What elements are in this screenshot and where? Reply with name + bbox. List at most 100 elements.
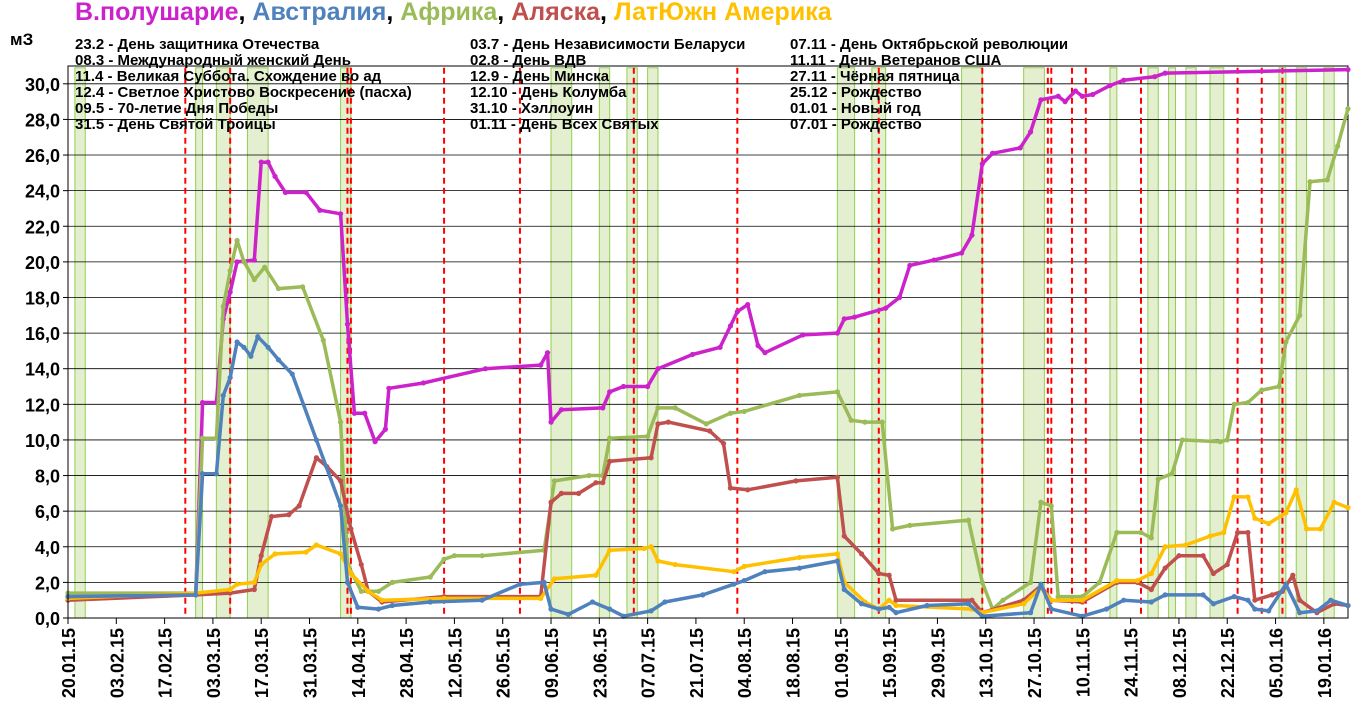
data-point <box>548 499 554 505</box>
highlight-band <box>626 67 638 619</box>
data-point <box>258 159 264 165</box>
data-point <box>213 471 219 477</box>
title-part: Аляска <box>511 0 601 26</box>
data-point <box>1038 499 1044 505</box>
data-point <box>313 455 320 461</box>
data-point <box>1200 592 1206 598</box>
highlight-band <box>1168 67 1176 619</box>
data-point <box>655 558 661 564</box>
data-point <box>344 579 351 585</box>
data-point <box>313 542 320 548</box>
data-point <box>662 599 668 605</box>
data-point <box>1290 572 1296 578</box>
data-point <box>265 159 271 165</box>
data-point <box>241 344 247 350</box>
data-point <box>731 581 737 587</box>
x-tick-label: 21.07.15 <box>687 628 707 698</box>
annotation-text: 31.10 - Хэллоуин <box>470 100 593 117</box>
data-point <box>441 595 447 602</box>
data-point <box>876 606 882 612</box>
data-point <box>251 257 257 263</box>
data-point <box>1303 526 1310 532</box>
data-point <box>1062 99 1068 105</box>
data-point <box>1183 542 1189 548</box>
annotation-text: 12.4 - Светлое Христово Воскресение (пас… <box>75 84 412 101</box>
x-tick-label: 07.07.15 <box>639 628 659 698</box>
data-point <box>600 480 606 486</box>
data-point <box>1231 494 1237 500</box>
data-point <box>965 601 972 607</box>
data-point <box>1038 581 1044 587</box>
x-tick-label: 27.10.15 <box>1025 628 1045 698</box>
data-point <box>1079 93 1085 99</box>
data-point <box>655 366 661 372</box>
data-point <box>1148 570 1154 577</box>
data-point <box>282 189 288 196</box>
data-point <box>1345 66 1351 73</box>
data-point <box>479 597 485 603</box>
data-point <box>762 569 768 575</box>
data-point <box>365 588 371 594</box>
data-point <box>1200 553 1206 559</box>
y-tick-label: 8,0 <box>35 467 60 487</box>
data-point <box>551 576 558 582</box>
data-point <box>862 419 868 425</box>
data-point <box>841 533 847 539</box>
data-point <box>1283 339 1289 345</box>
data-point <box>1314 608 1320 614</box>
data-point <box>337 503 344 509</box>
data-point <box>220 303 226 309</box>
annotation-text: 02.8 - День ВДВ <box>470 52 587 69</box>
data-point <box>362 410 368 416</box>
series-group <box>65 66 1351 600</box>
y-tick-label: 10,0 <box>25 431 60 451</box>
data-point <box>1017 145 1023 151</box>
data-point <box>389 579 395 585</box>
annotation-text: 01.11 - День Всех Святых <box>470 116 659 133</box>
title-part: , <box>386 0 401 26</box>
data-point <box>1324 177 1330 183</box>
data-point <box>1138 529 1144 536</box>
data-point <box>1252 515 1258 521</box>
data-point <box>337 478 344 484</box>
data-point <box>1155 476 1161 482</box>
data-point <box>1245 494 1251 500</box>
data-point <box>620 383 627 390</box>
data-point <box>1234 529 1241 536</box>
data-point <box>648 544 654 550</box>
data-point <box>227 289 233 295</box>
data-point <box>1297 312 1303 318</box>
x-tick-label: 03.03.15 <box>204 628 224 698</box>
data-point <box>990 150 996 156</box>
data-point <box>834 330 840 336</box>
data-point <box>893 602 899 609</box>
data-point <box>931 257 937 263</box>
annotation-text: 07.11 - День Октябрьской революции <box>790 36 1068 53</box>
y-tick-label: 18,0 <box>25 288 60 308</box>
title-part: , <box>600 0 614 26</box>
data-point <box>793 478 799 484</box>
data-point <box>965 517 972 523</box>
data-point <box>1148 599 1154 605</box>
x-tick-label: 18.08.15 <box>784 628 804 698</box>
x-tick-label: 28.04.15 <box>397 628 417 698</box>
data-point <box>372 439 378 445</box>
data-point <box>672 561 678 568</box>
annotation-text: 03.7 - День Независимости Беларуси <box>470 36 745 53</box>
y-tick-label: 6,0 <box>35 502 60 522</box>
data-point <box>1276 383 1282 390</box>
data-point <box>1224 437 1230 443</box>
data-point <box>1114 578 1120 584</box>
data-point <box>1148 586 1154 593</box>
data-point <box>382 426 389 432</box>
data-point <box>1103 606 1110 612</box>
data-point <box>258 561 264 568</box>
x-tick-label: 17.02.15 <box>156 628 176 698</box>
annotation-text: 23.2 - День защитника Отечества <box>75 36 320 53</box>
data-point <box>796 392 803 399</box>
data-point <box>1217 439 1223 445</box>
y-tick-label: 14,0 <box>25 360 60 380</box>
data-point <box>703 421 709 427</box>
data-point <box>607 547 613 553</box>
data-point <box>1055 93 1061 99</box>
